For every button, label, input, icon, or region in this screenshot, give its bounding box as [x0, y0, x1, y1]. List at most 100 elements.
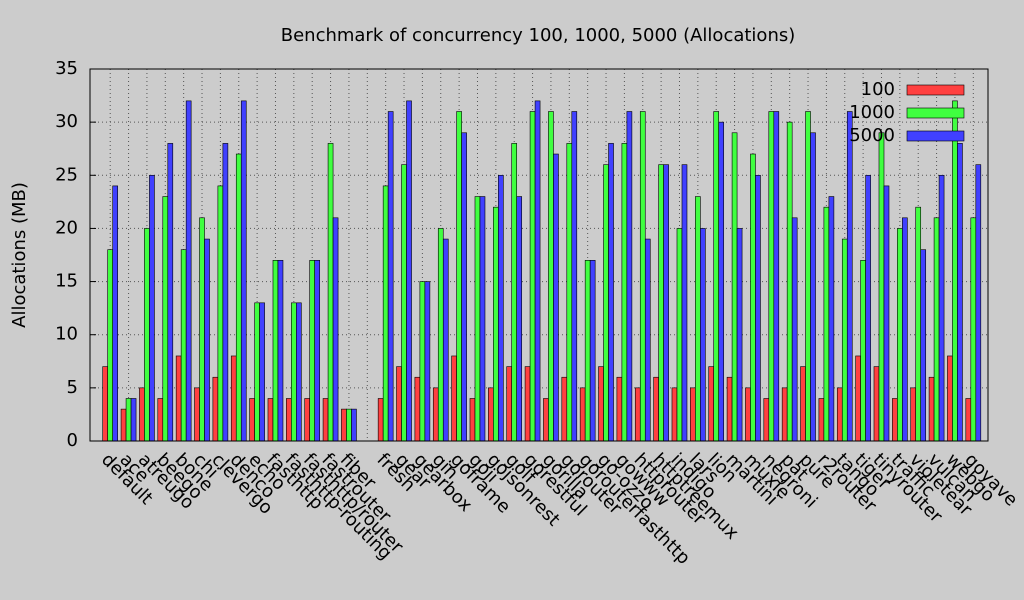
bar [437, 228, 444, 442]
bar [865, 174, 871, 442]
bar [506, 366, 513, 442]
bar [571, 111, 578, 442]
bar [603, 164, 609, 442]
bar [327, 143, 334, 442]
bar [516, 196, 523, 442]
bar [120, 408, 127, 442]
bar [267, 398, 274, 442]
bar [548, 111, 554, 442]
bar [351, 408, 357, 442]
chart-title: Benchmark of concurrency 100, 1000, 5000… [281, 25, 796, 46]
bar [474, 196, 481, 442]
bar [524, 366, 531, 442]
bar [957, 143, 963, 442]
bar [235, 153, 242, 442]
bar [543, 398, 549, 442]
bar [965, 398, 972, 442]
bar [828, 196, 835, 442]
bar [634, 387, 641, 442]
bar [938, 174, 945, 442]
bar [755, 174, 761, 442]
bar [396, 366, 402, 442]
bar [249, 398, 255, 442]
bar [125, 398, 132, 442]
bar [910, 387, 917, 442]
bar [786, 121, 793, 442]
bar [387, 111, 394, 442]
bar [217, 185, 224, 442]
bar [493, 206, 499, 442]
bar [199, 217, 205, 442]
bar [230, 355, 237, 442]
legend-swatch [906, 130, 965, 142]
bar [566, 143, 573, 442]
bar [322, 398, 329, 442]
bar [304, 398, 311, 442]
bar [700, 228, 706, 442]
bar [332, 217, 339, 442]
bar [750, 153, 756, 442]
y-tick-label: 20 [55, 217, 78, 238]
bar [149, 174, 155, 442]
bar [621, 143, 628, 442]
bar [781, 387, 788, 442]
bar [915, 206, 922, 442]
bar [653, 376, 659, 442]
bar [708, 366, 715, 442]
bar [419, 281, 426, 442]
bar [341, 408, 347, 442]
bar [346, 408, 352, 442]
bar [204, 238, 210, 442]
bar [469, 398, 476, 442]
bar [314, 260, 321, 442]
bar [658, 164, 664, 442]
bar [718, 121, 725, 442]
bar [745, 387, 751, 442]
bar [553, 153, 559, 442]
bar [892, 398, 898, 442]
bar [639, 111, 646, 442]
bar [731, 132, 738, 442]
y-tick-label: 0 [67, 430, 78, 451]
bar [878, 132, 885, 442]
bar [818, 398, 825, 442]
bar [681, 164, 688, 442]
bar [112, 185, 119, 442]
legend-swatch [906, 107, 965, 119]
bar [855, 355, 861, 442]
bar [286, 398, 292, 442]
legend-label: 100 [861, 79, 895, 100]
bar [240, 100, 247, 442]
bar [589, 260, 596, 442]
y-tick-label: 25 [55, 164, 78, 185]
bar [254, 302, 260, 442]
y-axis-label: Allocations (MB) [9, 182, 30, 328]
bar [598, 366, 604, 442]
bar [975, 164, 982, 442]
bar [432, 387, 439, 442]
bar [773, 111, 780, 442]
bar [883, 185, 890, 442]
bar [424, 281, 431, 442]
y-tick-label: 10 [55, 324, 78, 345]
bar [928, 376, 935, 442]
bar [823, 206, 830, 442]
bar [414, 376, 421, 442]
bar [175, 355, 182, 442]
bar [860, 260, 866, 442]
bar [529, 111, 536, 442]
bar [579, 387, 586, 442]
bar [461, 132, 467, 442]
bar [377, 398, 384, 442]
bar [952, 100, 958, 442]
bar [534, 100, 541, 442]
bar [180, 249, 187, 442]
bar [608, 143, 614, 442]
bar [584, 260, 591, 442]
bar [713, 111, 720, 442]
bar [272, 260, 279, 442]
bar [690, 387, 696, 442]
bar [194, 387, 200, 442]
bar [763, 398, 770, 442]
legend-label: 5000 [849, 125, 895, 146]
